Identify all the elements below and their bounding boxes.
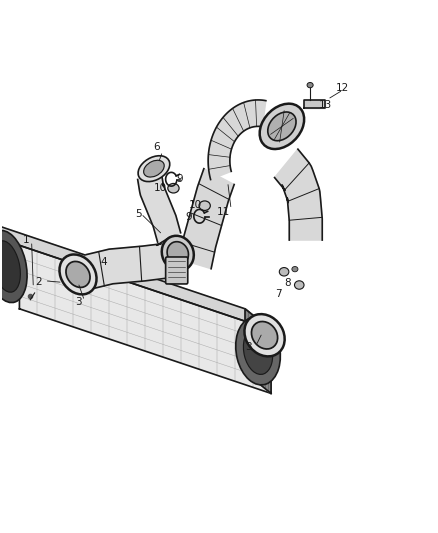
Text: 9: 9 [185,212,192,222]
Ellipse shape [251,321,278,349]
Text: 10: 10 [154,183,167,193]
Polygon shape [86,238,182,289]
Text: 7: 7 [276,289,282,299]
Ellipse shape [307,83,313,88]
Ellipse shape [260,104,304,149]
Ellipse shape [244,314,285,357]
Text: 1: 1 [23,235,29,245]
Ellipse shape [66,262,90,287]
Text: 9: 9 [177,174,183,184]
Text: 4: 4 [101,257,107,267]
Polygon shape [19,245,271,393]
Polygon shape [179,168,234,269]
Text: 3: 3 [245,342,252,352]
Ellipse shape [244,328,273,374]
Text: 5: 5 [135,208,142,219]
Text: 13: 13 [319,100,332,110]
Text: 2: 2 [35,277,42,287]
Text: 6: 6 [153,142,159,152]
Ellipse shape [138,156,170,182]
Polygon shape [275,149,322,240]
Ellipse shape [199,201,210,211]
Text: 11: 11 [217,206,230,216]
Text: 12: 12 [336,83,349,93]
Text: 10: 10 [189,200,202,210]
Ellipse shape [167,241,188,265]
Ellipse shape [292,266,298,272]
FancyBboxPatch shape [166,257,188,284]
Polygon shape [138,174,180,242]
Polygon shape [0,224,271,330]
Text: 3: 3 [75,297,81,308]
Ellipse shape [268,112,296,141]
Ellipse shape [236,317,280,385]
Polygon shape [208,100,266,180]
Ellipse shape [294,281,304,289]
Polygon shape [245,309,271,393]
Text: 8: 8 [284,278,291,288]
Ellipse shape [0,230,27,303]
Ellipse shape [168,183,179,193]
Ellipse shape [144,160,164,177]
Ellipse shape [162,236,194,271]
Ellipse shape [279,268,289,276]
Polygon shape [304,100,325,108]
Ellipse shape [60,254,96,294]
Ellipse shape [0,241,21,292]
